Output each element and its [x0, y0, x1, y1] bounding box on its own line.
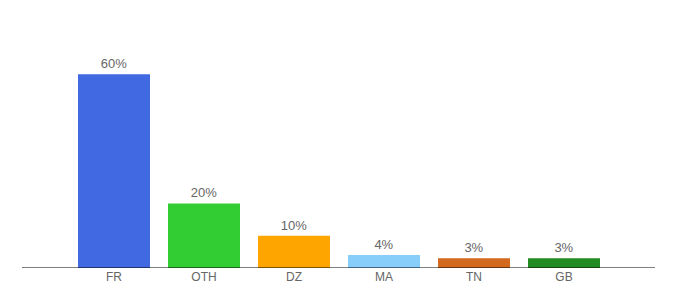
svg-text:20%: 20%: [191, 185, 217, 200]
svg-text:GB: GB: [555, 270, 572, 284]
svg-text:10%: 10%: [281, 218, 307, 233]
svg-text:DZ: DZ: [286, 270, 302, 284]
svg-text:3%: 3%: [554, 240, 573, 255]
svg-text:FR: FR: [106, 270, 122, 284]
svg-text:4%: 4%: [374, 237, 393, 252]
svg-text:3%: 3%: [464, 240, 483, 255]
svg-text:TN: TN: [466, 270, 482, 284]
svg-text:60%: 60%: [101, 56, 127, 71]
svg-text:MA: MA: [375, 270, 393, 284]
svg-text:OTH: OTH: [191, 270, 216, 284]
